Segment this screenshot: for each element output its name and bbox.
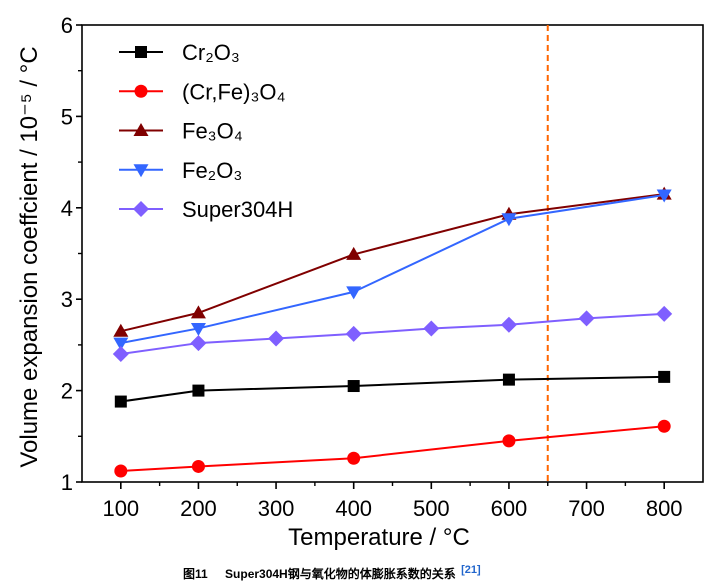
- figure-number: 图11: [183, 567, 208, 581]
- series-fe2o3: [113, 189, 672, 351]
- fe2o3-point-800: [656, 189, 672, 203]
- cr2o3-point-600: [502, 373, 515, 386]
- legend-label-fe2o3: Fe₂O₃: [182, 158, 242, 183]
- y-tick-label-2: 2: [61, 379, 73, 404]
- fe3o4-point-400: [346, 246, 362, 260]
- x-tick-label-800: 800: [646, 496, 683, 521]
- y-tick-label-4: 4: [61, 196, 73, 221]
- legend-label-super304h: Super304H: [182, 197, 293, 222]
- crfe3o4-point-800: [657, 419, 671, 433]
- fe2o3-point-400: [346, 286, 362, 300]
- y-tick-label-3: 3: [61, 287, 73, 312]
- x-axis-title: Temperature / °C: [288, 524, 470, 551]
- x-tick-label-400: 400: [335, 496, 372, 521]
- super304h-point-300: [268, 330, 285, 347]
- legend-item-fe2o3: Fe₂O₃: [119, 158, 242, 183]
- cr2o3-point-100: [114, 395, 127, 408]
- super304h-point-500: [423, 320, 440, 337]
- super304h-point-100: [112, 346, 129, 363]
- fe2o3-point-100: [113, 337, 129, 351]
- legend-item-fe3o4: Fe₃O₄: [119, 119, 243, 144]
- super304h-point-600: [500, 316, 517, 333]
- legend-marker-crfe3o4: [134, 84, 148, 98]
- figure-caption: 图11 Super304H钢与氧化物的体膨胀系数的关系 [21]: [183, 564, 481, 581]
- super304h-point-700: [578, 310, 595, 327]
- legend-label-cr2o3: Cr₂O₃: [182, 40, 240, 65]
- legend-marker-fe3o4: [133, 123, 149, 136]
- legend-item-cr2o3: Cr₂O₃: [119, 40, 240, 65]
- y-tick-label-1: 1: [61, 470, 73, 495]
- x-tick-label-200: 200: [180, 496, 217, 521]
- fe2o3-point-200: [190, 322, 206, 336]
- legend: Cr₂O₃ (Cr,Fe)₃O₄ Fe₃O₄ Fe₂O₃ Super304H: [119, 40, 293, 222]
- y-tick-label-5: 5: [61, 104, 73, 129]
- x-tick-label-300: 300: [258, 496, 295, 521]
- x-tick-label-100: 100: [102, 496, 139, 521]
- super304h-point-200: [190, 335, 207, 352]
- crfe3o4-point-400: [347, 451, 361, 465]
- crfe3o4-point-200: [191, 459, 205, 473]
- fe2o3-point-600: [501, 213, 517, 227]
- series-cr2o3: [114, 370, 671, 408]
- super304h-point-400: [345, 325, 362, 342]
- x-tick-label-600: 600: [491, 496, 528, 521]
- crfe3o4-point-600: [502, 434, 516, 448]
- super304h-point-800: [656, 305, 673, 322]
- crfe3o4-point-100: [114, 464, 128, 478]
- y-tick-label-6: 6: [61, 13, 73, 38]
- legend-item-super304h: Super304H: [119, 197, 293, 222]
- legend-marker-fe2o3: [133, 164, 149, 178]
- cr2o3-point-200: [192, 384, 205, 397]
- fe3o4-point-100: [113, 323, 129, 337]
- y-axis-title: Volume expansion coeffcient / 10⁻⁵ / °C: [16, 46, 43, 467]
- x-tick-label-500: 500: [413, 496, 450, 521]
- legend-marker-cr2o3: [135, 46, 147, 58]
- legend-marker-super304h: [133, 201, 149, 217]
- legend-item-crfe3o4: (Cr,Fe)₃O₄: [119, 79, 286, 104]
- legend-label-fe3o4: Fe₃O₄: [182, 119, 243, 144]
- figure-title: Super304H钢与氧化物的体膨胀系数的关系: [225, 566, 456, 581]
- cr2o3-point-400: [347, 380, 360, 393]
- figure-reference: [21]: [461, 564, 481, 576]
- series-crfe3o4: [114, 419, 671, 478]
- x-tick-label-700: 700: [568, 496, 605, 521]
- axes: 100 200 300 400 500 600 700 800 1 2 3 4 5 6: [61, 13, 704, 521]
- super304h-line: [120, 312, 665, 356]
- series-super304h: [112, 305, 673, 363]
- cr2o3-point-800: [658, 370, 671, 383]
- fe3o4-point-200: [190, 305, 206, 319]
- legend-label-crfe3o4: (Cr,Fe)₃O₄: [182, 79, 286, 104]
- plot-series: [112, 186, 673, 478]
